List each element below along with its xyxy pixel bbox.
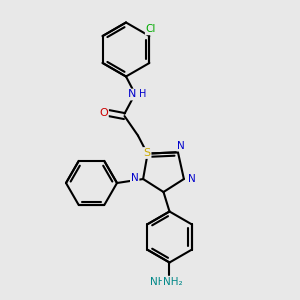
Text: H: H (139, 89, 146, 100)
Text: Cl: Cl (146, 24, 156, 34)
Text: N: N (177, 141, 185, 151)
Text: S: S (143, 148, 151, 158)
Text: N: N (128, 89, 136, 100)
Text: O: O (99, 108, 108, 118)
Text: NH: NH (150, 277, 166, 287)
Text: N: N (131, 173, 139, 183)
Text: NH₂: NH₂ (163, 277, 182, 287)
Text: N: N (188, 174, 196, 184)
Text: ₂: ₂ (176, 277, 180, 287)
